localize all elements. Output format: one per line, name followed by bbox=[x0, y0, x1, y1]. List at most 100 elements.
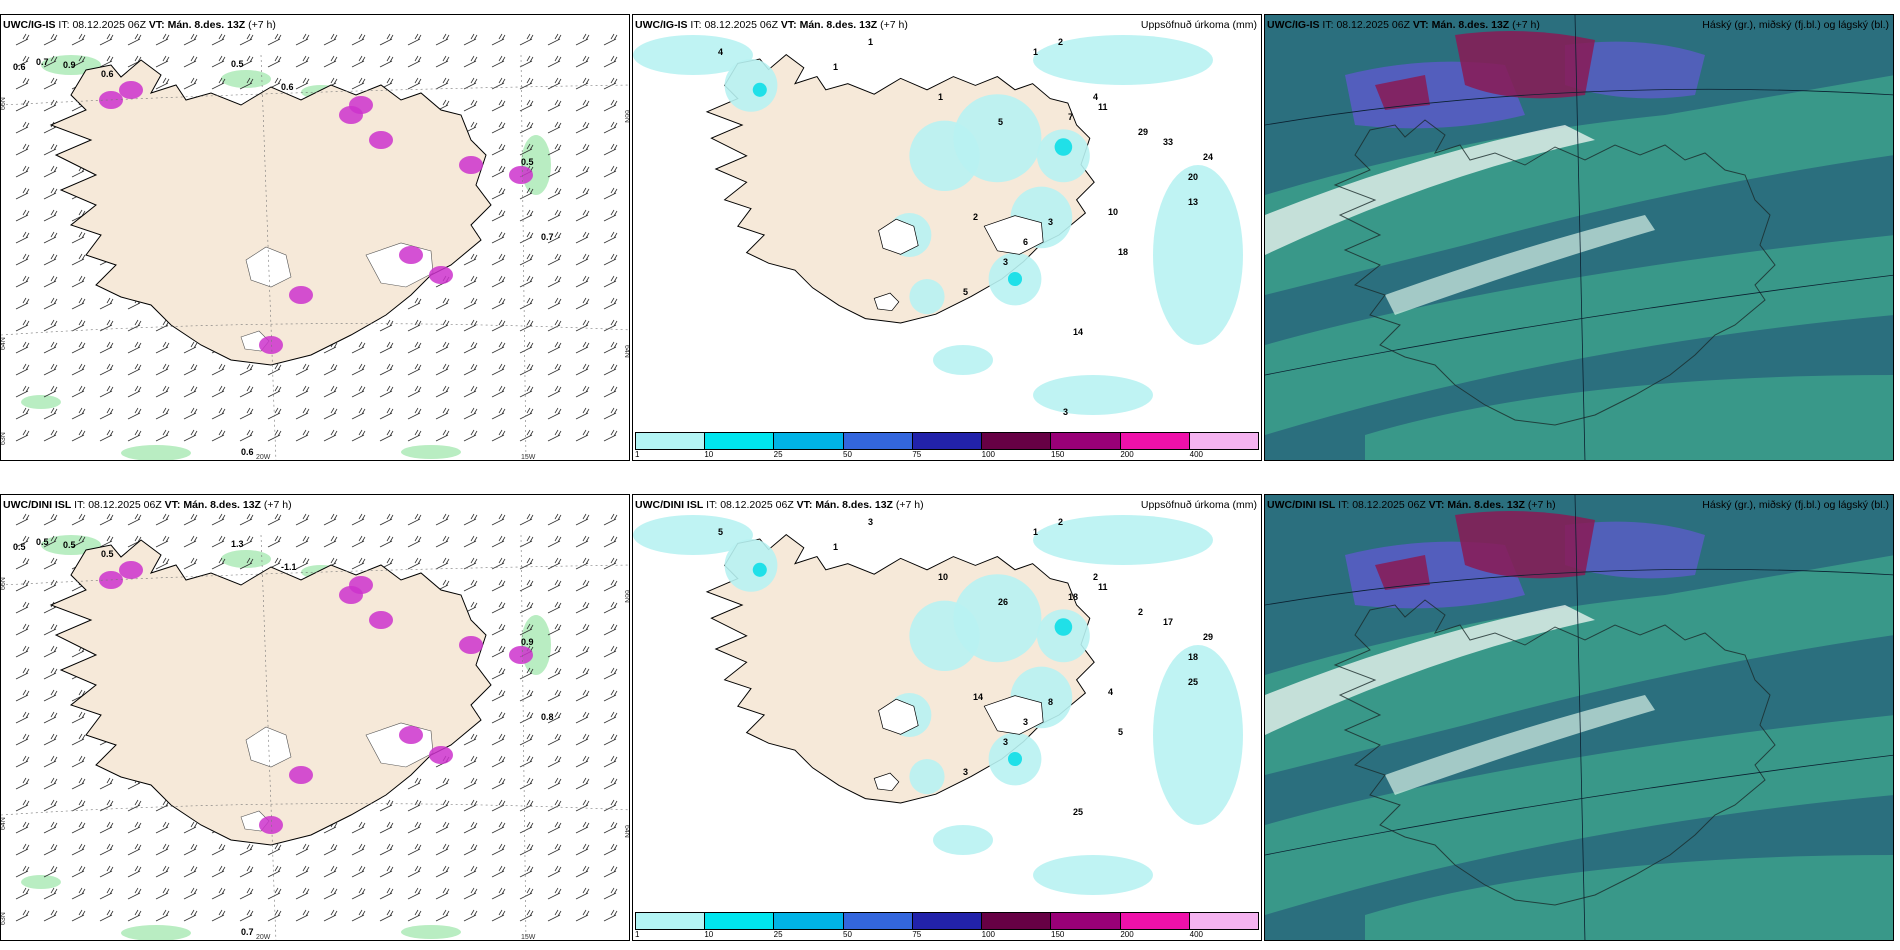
precip-value: 5 bbox=[998, 117, 1003, 127]
precip-value: 14 bbox=[1073, 327, 1083, 337]
colorbar-ticks: 1 10 25 50 75 100 150 200 400 bbox=[635, 450, 1259, 460]
value-label: 0.7 bbox=[241, 927, 254, 937]
precip-value: 5 bbox=[1118, 727, 1123, 737]
precip-value: 3 bbox=[963, 767, 968, 777]
precip-value: 1 bbox=[938, 92, 943, 102]
precip-value: 1 bbox=[1033, 47, 1038, 57]
map-panel-igis-clouds: UWC/IG-IS IT: 08.12.2025 06Z VT: Mán. 8.… bbox=[1264, 14, 1894, 461]
value-label: 0.5 bbox=[521, 157, 534, 167]
precip-value: 1 bbox=[868, 37, 873, 47]
colorbar-segment bbox=[1120, 433, 1190, 449]
precip-value: 3 bbox=[1048, 217, 1053, 227]
precip-value: 2 bbox=[1058, 37, 1063, 47]
colorbar-segment bbox=[705, 913, 775, 929]
precip-value: 26 bbox=[998, 597, 1008, 607]
colorbar-ticks: 1 10 25 50 75 100 150 200 400 bbox=[635, 930, 1259, 940]
panel-header: UWC/DINI ISL IT: 08.12.2025 06Z VT: Mán.… bbox=[635, 499, 924, 511]
colorbar-tick: 10 bbox=[704, 450, 714, 459]
grid-label: 15W bbox=[521, 934, 536, 941]
value-label: 1.3 bbox=[231, 539, 244, 549]
precip-value: 2 bbox=[1138, 607, 1143, 617]
value-label: 0.6 bbox=[281, 82, 294, 92]
precip-colorbar bbox=[635, 912, 1259, 930]
value-label: 0.9 bbox=[521, 637, 534, 647]
colorbar-tick: 400 bbox=[1189, 450, 1204, 459]
grid-label: 64N bbox=[1, 817, 7, 830]
value-label: 0.9 bbox=[63, 60, 76, 70]
precip-value: 3 bbox=[1063, 407, 1068, 417]
precip-value: 3 bbox=[1023, 717, 1028, 727]
colorbar-tick: 400 bbox=[1189, 930, 1204, 939]
value-label: 0.6 bbox=[241, 447, 254, 457]
grid-label: 66N bbox=[1, 97, 7, 110]
panel-title: Uppsöfnuð úrkoma (mm) bbox=[1140, 19, 1257, 31]
colorbar-tick: 75 bbox=[912, 930, 922, 939]
value-label: 0.7 bbox=[36, 57, 49, 67]
precip-value: 20 bbox=[1188, 172, 1198, 182]
precip-value: 3 bbox=[1003, 737, 1008, 747]
value-label: 0.6 bbox=[13, 62, 26, 72]
precip-value: 33 bbox=[1163, 137, 1173, 147]
value-label: 0.5 bbox=[13, 542, 26, 552]
precip-value: 4 bbox=[1108, 687, 1113, 697]
precip-value: 8 bbox=[1048, 697, 1053, 707]
precip-value: 4 bbox=[1093, 92, 1098, 102]
precip-value: 14 bbox=[973, 692, 983, 702]
precip-value: 25 bbox=[1188, 677, 1198, 687]
grid-label: 66N bbox=[623, 590, 630, 603]
colorbar-segment bbox=[1051, 913, 1121, 929]
panel-title: Háský (gr.), miðský (fj.bl.) og lágský (… bbox=[1702, 499, 1889, 511]
value-label: 0.5 bbox=[63, 540, 76, 550]
colorbar-tick: 200 bbox=[1120, 450, 1134, 459]
colorbar-tick: 150 bbox=[1051, 450, 1065, 459]
colorbar-segment bbox=[1189, 433, 1258, 449]
precip-value: 2 bbox=[1093, 572, 1098, 582]
precip-value: 11 bbox=[1098, 582, 1108, 592]
grid-label: 20W bbox=[256, 934, 271, 941]
colorbar-segment bbox=[636, 433, 706, 449]
precip-value: 1 bbox=[1033, 527, 1038, 537]
panel-header: UWC/DINI ISL IT: 08.12.2025 06Z VT: Mán.… bbox=[1267, 499, 1556, 511]
colorbar-tick: 100 bbox=[981, 450, 996, 459]
grid-label: 64N bbox=[1, 337, 7, 350]
panel-header: UWC/IG-IS IT: 08.12.2025 06Z VT: Mán. 8.… bbox=[3, 19, 276, 31]
precip-value: 17 bbox=[1163, 617, 1173, 627]
colorbar-segment bbox=[982, 433, 1052, 449]
colorbar-segment bbox=[774, 913, 844, 929]
precip-value: 1 bbox=[833, 62, 838, 72]
grid-label: 63N bbox=[1, 912, 7, 925]
colorbar-tick: 50 bbox=[843, 930, 852, 939]
map-panel-dini-clouds: UWC/DINI ISL IT: 08.12.2025 06Z VT: Mán.… bbox=[1264, 494, 1894, 941]
value-label: 0.5 bbox=[36, 537, 49, 547]
colorbar-segment bbox=[843, 433, 913, 449]
precip-value: 29 bbox=[1138, 127, 1148, 137]
value-label: 0.8 bbox=[541, 712, 554, 722]
grid-label: 20W bbox=[256, 454, 271, 461]
value-label: 0.7 bbox=[541, 232, 554, 242]
colorbar-tick: 200 bbox=[1120, 930, 1134, 939]
map-panel-dini-precip: UWC/DINI ISL IT: 08.12.2025 06Z VT: Mán.… bbox=[632, 494, 1262, 941]
precip-value: 2 bbox=[973, 212, 978, 222]
grid-label: 15W bbox=[521, 454, 536, 461]
panel-header: UWC/DINI ISL IT: 08.12.2025 06Z VT: Mán.… bbox=[3, 499, 292, 511]
colorbar-segment bbox=[636, 913, 706, 929]
colorbar-tick: 1 bbox=[635, 930, 640, 939]
colorbar-segment bbox=[774, 433, 844, 449]
precip-value: 25 bbox=[1073, 807, 1083, 817]
colorbar-segment bbox=[912, 433, 983, 449]
grid-label: 64N bbox=[623, 825, 630, 838]
precip-value: 7 bbox=[1068, 112, 1073, 122]
precip-value: 24 bbox=[1203, 152, 1213, 162]
panel-header: UWC/IG-IS IT: 08.12.2025 06Z VT: Mán. 8.… bbox=[635, 19, 908, 31]
precip-value: 18 bbox=[1068, 592, 1078, 602]
precip-value: 18 bbox=[1188, 652, 1198, 662]
colorbar-segment bbox=[705, 433, 775, 449]
precip-value: 3 bbox=[868, 517, 873, 527]
colorbar-segment bbox=[1189, 913, 1258, 929]
map-panel-igis-wind: UWC/IG-IS IT: 08.12.2025 06Z VT: Mán. 8.… bbox=[0, 14, 630, 461]
grid-label: 63N bbox=[1, 432, 7, 445]
value-label: 0.6 bbox=[101, 69, 114, 79]
precip-value: 5 bbox=[963, 287, 968, 297]
colorbar-segment bbox=[982, 913, 1052, 929]
